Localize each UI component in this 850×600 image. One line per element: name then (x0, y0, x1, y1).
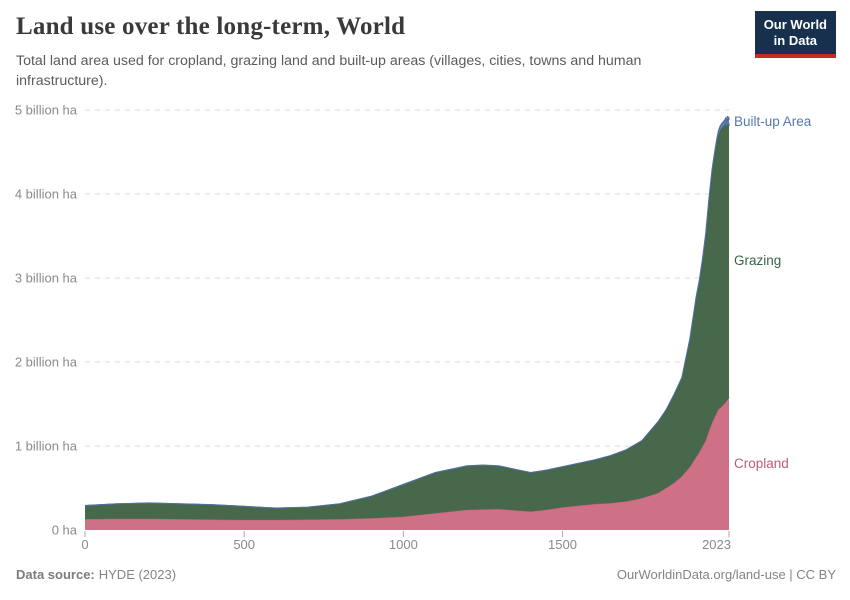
y-tick-label-4: 4 billion ha (15, 187, 78, 202)
y-tick-label-0: 0 ha (52, 523, 78, 538)
series-label-cropland: Cropland (734, 456, 789, 471)
series-label-built-up-area: Built-up Area (734, 114, 812, 129)
x-tick-label-2023: 2023 (702, 537, 731, 552)
logo-line-1: Our World (763, 17, 827, 32)
series-label-grazing: Grazing (734, 253, 782, 268)
page-title: Land use over the long-term, World (16, 13, 406, 40)
area-top-edge-2 (84, 116, 730, 509)
area-cropland (85, 397, 729, 530)
y-tick-label-1: 1 billion ha (15, 439, 78, 454)
y-tick-label-3: 3 billion ha (15, 271, 78, 286)
data-source-label: Data source: (16, 567, 95, 582)
chart-subtitle: Total land area used for cropland, grazi… (16, 53, 642, 89)
x-tick-label-0: 0 (81, 537, 88, 552)
attribution: OurWorldinData.org/land-use | CC BY (616, 567, 836, 582)
area-top-edge-0 (84, 397, 730, 521)
y-tick-label-5: 5 billion ha (15, 103, 78, 118)
x-tick-label-1000: 1000 (389, 537, 418, 552)
x-tick-label-1500: 1500 (548, 537, 577, 552)
x-tick-label-500: 500 (233, 537, 255, 552)
data-source: Data source: HYDE (2023) (16, 567, 176, 582)
area-top-edge-1 (84, 121, 730, 509)
area-built-up-area (85, 116, 729, 509)
area-grazing (85, 121, 729, 520)
logo-line-2: in Data (773, 33, 818, 49)
data-source-value: HYDE (2023) (98, 567, 177, 582)
y-tick-label-2: 2 billion ha (15, 355, 78, 370)
owid-logo: Our World in Data (754, 11, 836, 58)
chart-footer: Data source: HYDE (2023) OurWorldinData.o… (16, 567, 836, 582)
